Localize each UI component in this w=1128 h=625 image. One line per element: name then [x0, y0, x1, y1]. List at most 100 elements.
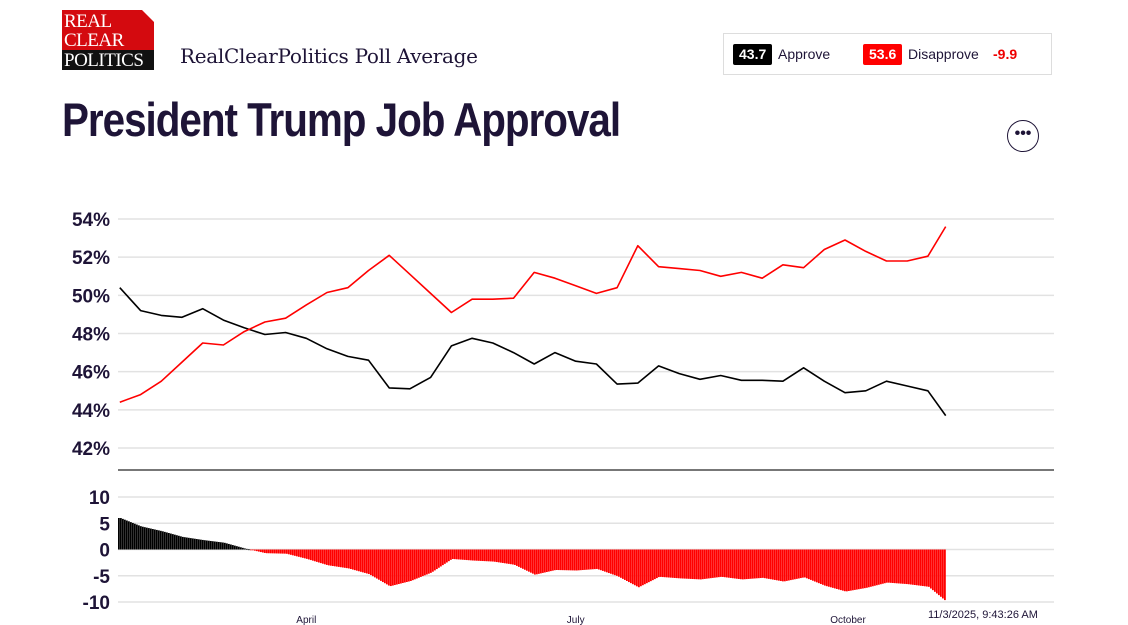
spread-bar	[710, 549, 712, 579]
spread-bar	[344, 549, 346, 568]
spread-bar	[700, 549, 702, 580]
spread-bar	[388, 549, 390, 586]
spread-bar	[674, 549, 676, 578]
y-tick-label: 44%	[72, 401, 110, 422]
spread-bar	[628, 549, 630, 583]
spread-bar	[624, 549, 626, 580]
spread-bar	[528, 549, 530, 572]
spread-bar	[466, 549, 468, 561]
spread-bar	[596, 549, 598, 569]
spread-bar	[792, 549, 794, 580]
spread-bar	[738, 549, 740, 579]
spread-bar	[350, 549, 352, 570]
spread-bar	[162, 531, 164, 550]
spread-bar	[236, 546, 238, 550]
spread-bar	[608, 549, 610, 574]
spread-bar	[176, 535, 178, 550]
spread-bar	[692, 549, 694, 580]
spread-bar	[706, 549, 708, 579]
spread-bar	[548, 549, 550, 572]
spread-bar	[704, 549, 706, 579]
more-options-button[interactable]: •••	[1007, 120, 1039, 152]
spread-bar	[606, 549, 608, 573]
spread-bar	[244, 548, 246, 550]
approve-value-badge: 43.7	[733, 44, 773, 65]
spread-bar	[428, 549, 430, 574]
spread-bar	[922, 549, 924, 587]
spread-bar	[426, 549, 428, 575]
spread-bar	[878, 549, 880, 585]
spread-bar	[820, 549, 822, 584]
spread-bar	[800, 549, 802, 579]
x-tick-label: October	[830, 615, 866, 625]
spread-bar	[438, 549, 440, 568]
spread-bar	[570, 549, 572, 571]
spread-bar	[610, 549, 612, 574]
spread-bar	[648, 549, 650, 583]
spread-bar	[142, 526, 144, 550]
spread-bar	[140, 526, 142, 550]
spread-bar	[734, 549, 736, 579]
spread-bar	[354, 549, 356, 571]
ellipsis-icon: •••	[1014, 125, 1032, 142]
spread-bar	[760, 549, 762, 579]
spread-bar	[768, 549, 770, 579]
spread-bar	[726, 549, 728, 578]
spread-bar	[772, 549, 774, 580]
spread-bar	[516, 549, 518, 566]
spread-bar	[456, 549, 458, 560]
spread-bar	[144, 527, 146, 550]
spread-bar	[918, 549, 920, 586]
spread-bar	[404, 549, 406, 583]
spread-bar	[756, 549, 758, 579]
spread-bar	[724, 549, 726, 578]
spread-bar	[740, 549, 742, 580]
spread-bar	[362, 549, 364, 573]
spread-bar	[542, 549, 544, 573]
spread-bar	[174, 534, 176, 550]
spread-bar	[338, 549, 340, 567]
spread-bar	[546, 549, 548, 573]
spread-bar	[250, 549, 252, 551]
spread-bar	[240, 547, 242, 550]
spread-bar	[284, 549, 286, 554]
spread-bar	[462, 549, 464, 560]
spread-bar	[588, 549, 590, 570]
spread-bar	[478, 549, 480, 561]
legend: 43.7 Approve 53.6 Disapprove -9.9	[723, 33, 1052, 75]
spread-bar	[848, 549, 850, 591]
spread-bar	[324, 549, 326, 565]
spread-bar	[234, 545, 236, 550]
y-tick-label: -5	[93, 567, 110, 588]
spread-bar	[716, 549, 718, 578]
spread-bar	[246, 548, 248, 550]
spread-bar	[280, 549, 282, 554]
spread-bar	[860, 549, 862, 589]
spread-bar	[356, 549, 358, 571]
spread-bar	[942, 549, 944, 599]
spread-bar	[452, 549, 454, 559]
spread-bar	[780, 549, 782, 582]
spread-bar	[414, 549, 416, 580]
spread-bar	[572, 549, 574, 571]
spread-bar	[826, 549, 828, 587]
spread-bar	[618, 549, 620, 577]
spread-bar	[910, 549, 912, 585]
spread-bar	[900, 549, 902, 584]
spread-bar	[580, 549, 582, 571]
spread-bar	[796, 549, 798, 579]
spread-bar	[662, 549, 664, 578]
spread-bar	[146, 527, 148, 550]
spread-bar	[840, 549, 842, 591]
spread-bar	[186, 537, 188, 550]
spread-bar	[830, 549, 832, 588]
spread-bar	[836, 549, 838, 589]
spread-bar	[544, 549, 546, 573]
spread-bar	[530, 549, 532, 573]
spread-bar	[576, 549, 578, 571]
approve-label: Approve	[778, 46, 831, 62]
rcp-logo[interactable]: REAL CLEAR POLITICS	[62, 10, 154, 70]
spread-bar	[632, 549, 634, 585]
spread-bar	[434, 549, 436, 571]
